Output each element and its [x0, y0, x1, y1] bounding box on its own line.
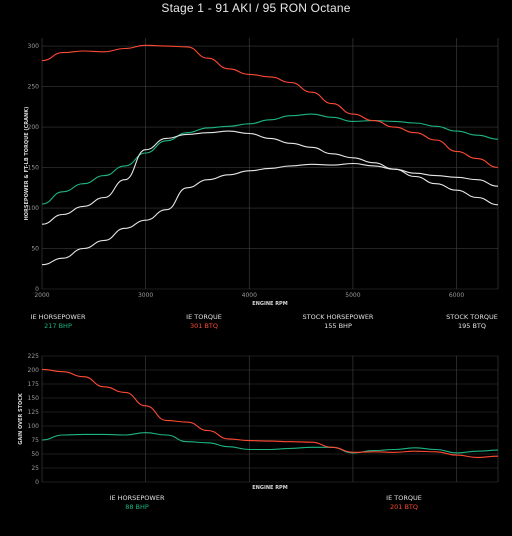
series-line-ie-torque: [41, 44, 499, 169]
y-tick-label: 50: [31, 451, 39, 458]
legend-stock-torque: STOCK TORQUE 195 BTQ: [438, 313, 506, 331]
legend-name: IE HORSEPOWER: [109, 494, 165, 502]
legend-value: 301 BTQ: [189, 322, 219, 330]
legend-value: 201 BTQ: [389, 503, 419, 511]
legend-gain-horsepower: IE HORSEPOWER 88 BHP: [104, 494, 170, 512]
legend-name: STOCK TORQUE: [446, 313, 498, 321]
x-axis-label: ENGINE RPM: [252, 301, 287, 307]
y-tick-label: 200: [28, 367, 40, 374]
legend-name: STOCK HORSEPOWER: [302, 313, 374, 321]
legend-value: 217 BHP: [44, 322, 72, 330]
y-tick-label: 125: [28, 409, 40, 416]
x-tick-label: 6000: [449, 292, 464, 299]
series-line-stock-torque: [41, 130, 499, 225]
y-tick-label: 150: [28, 165, 40, 172]
legend-gain-torque: IE TORQUE 201 BTQ: [374, 494, 434, 512]
legend-name: IE TORQUE: [386, 494, 422, 502]
y-tick-label: 200: [28, 124, 40, 131]
legend-ie-horsepower: IE HORSEPOWER 217 BHP: [28, 313, 88, 331]
legend-value: 155 BHP: [324, 322, 352, 330]
y-tick-label: 250: [28, 84, 40, 91]
legend-stock-horsepower: STOCK HORSEPOWER 155 BHP: [298, 313, 378, 331]
x-axis-label: ENGINE RPM: [252, 485, 287, 491]
y-tick-label: 0: [35, 286, 39, 293]
series-line-ie-torque: [41, 368, 499, 458]
x-tick-label: 3000: [138, 292, 153, 299]
y-tick-label: 75: [31, 437, 39, 444]
legend-name: IE TORQUE: [186, 313, 222, 321]
legend-ie-torque: IE TORQUE 301 BTQ: [174, 313, 234, 331]
y-axis-label: GAIN OVER STOCK: [18, 392, 24, 445]
y-tick-label: 225: [28, 353, 40, 360]
y-tick-label: 150: [28, 395, 40, 402]
y-tick-label: 175: [28, 381, 40, 388]
x-tick-label: 5000: [345, 292, 360, 299]
x-tick-label: 2000: [34, 292, 49, 299]
chart-title: Stage 1 - 91 AKI / 95 RON Octane: [161, 1, 351, 15]
legend-value: 88 BHP: [125, 503, 149, 511]
y-tick-label: 0: [35, 479, 39, 486]
chart-2-group: 0 25 50 75 100 125 150 175 200 225 ENGINE RPM GAIN …: [18, 353, 499, 491]
y-tick-label: 100: [28, 423, 40, 430]
y-tick-label: 50: [31, 246, 39, 253]
series-line-stock-horsepower: [41, 162, 499, 266]
y-tick-label: 25: [31, 465, 39, 472]
y-tick-label: 300: [28, 43, 40, 50]
y-tick-label: 100: [28, 205, 40, 212]
chart-1-group: 0 50 100 150 200 250 300 2000 3000 4000 5000 6000 EN…: [24, 38, 499, 307]
series-line-ie-horsepower: [41, 113, 499, 205]
y-axis-label: HORSEPOWER & FT-LB TORQUE (CRANK): [24, 107, 30, 221]
series-line-ie-horsepower: [41, 432, 499, 454]
legend-name: IE HORSEPOWER: [30, 313, 86, 321]
legend-value: 195 BTQ: [457, 322, 487, 330]
x-tick-label: 4000: [242, 292, 257, 299]
